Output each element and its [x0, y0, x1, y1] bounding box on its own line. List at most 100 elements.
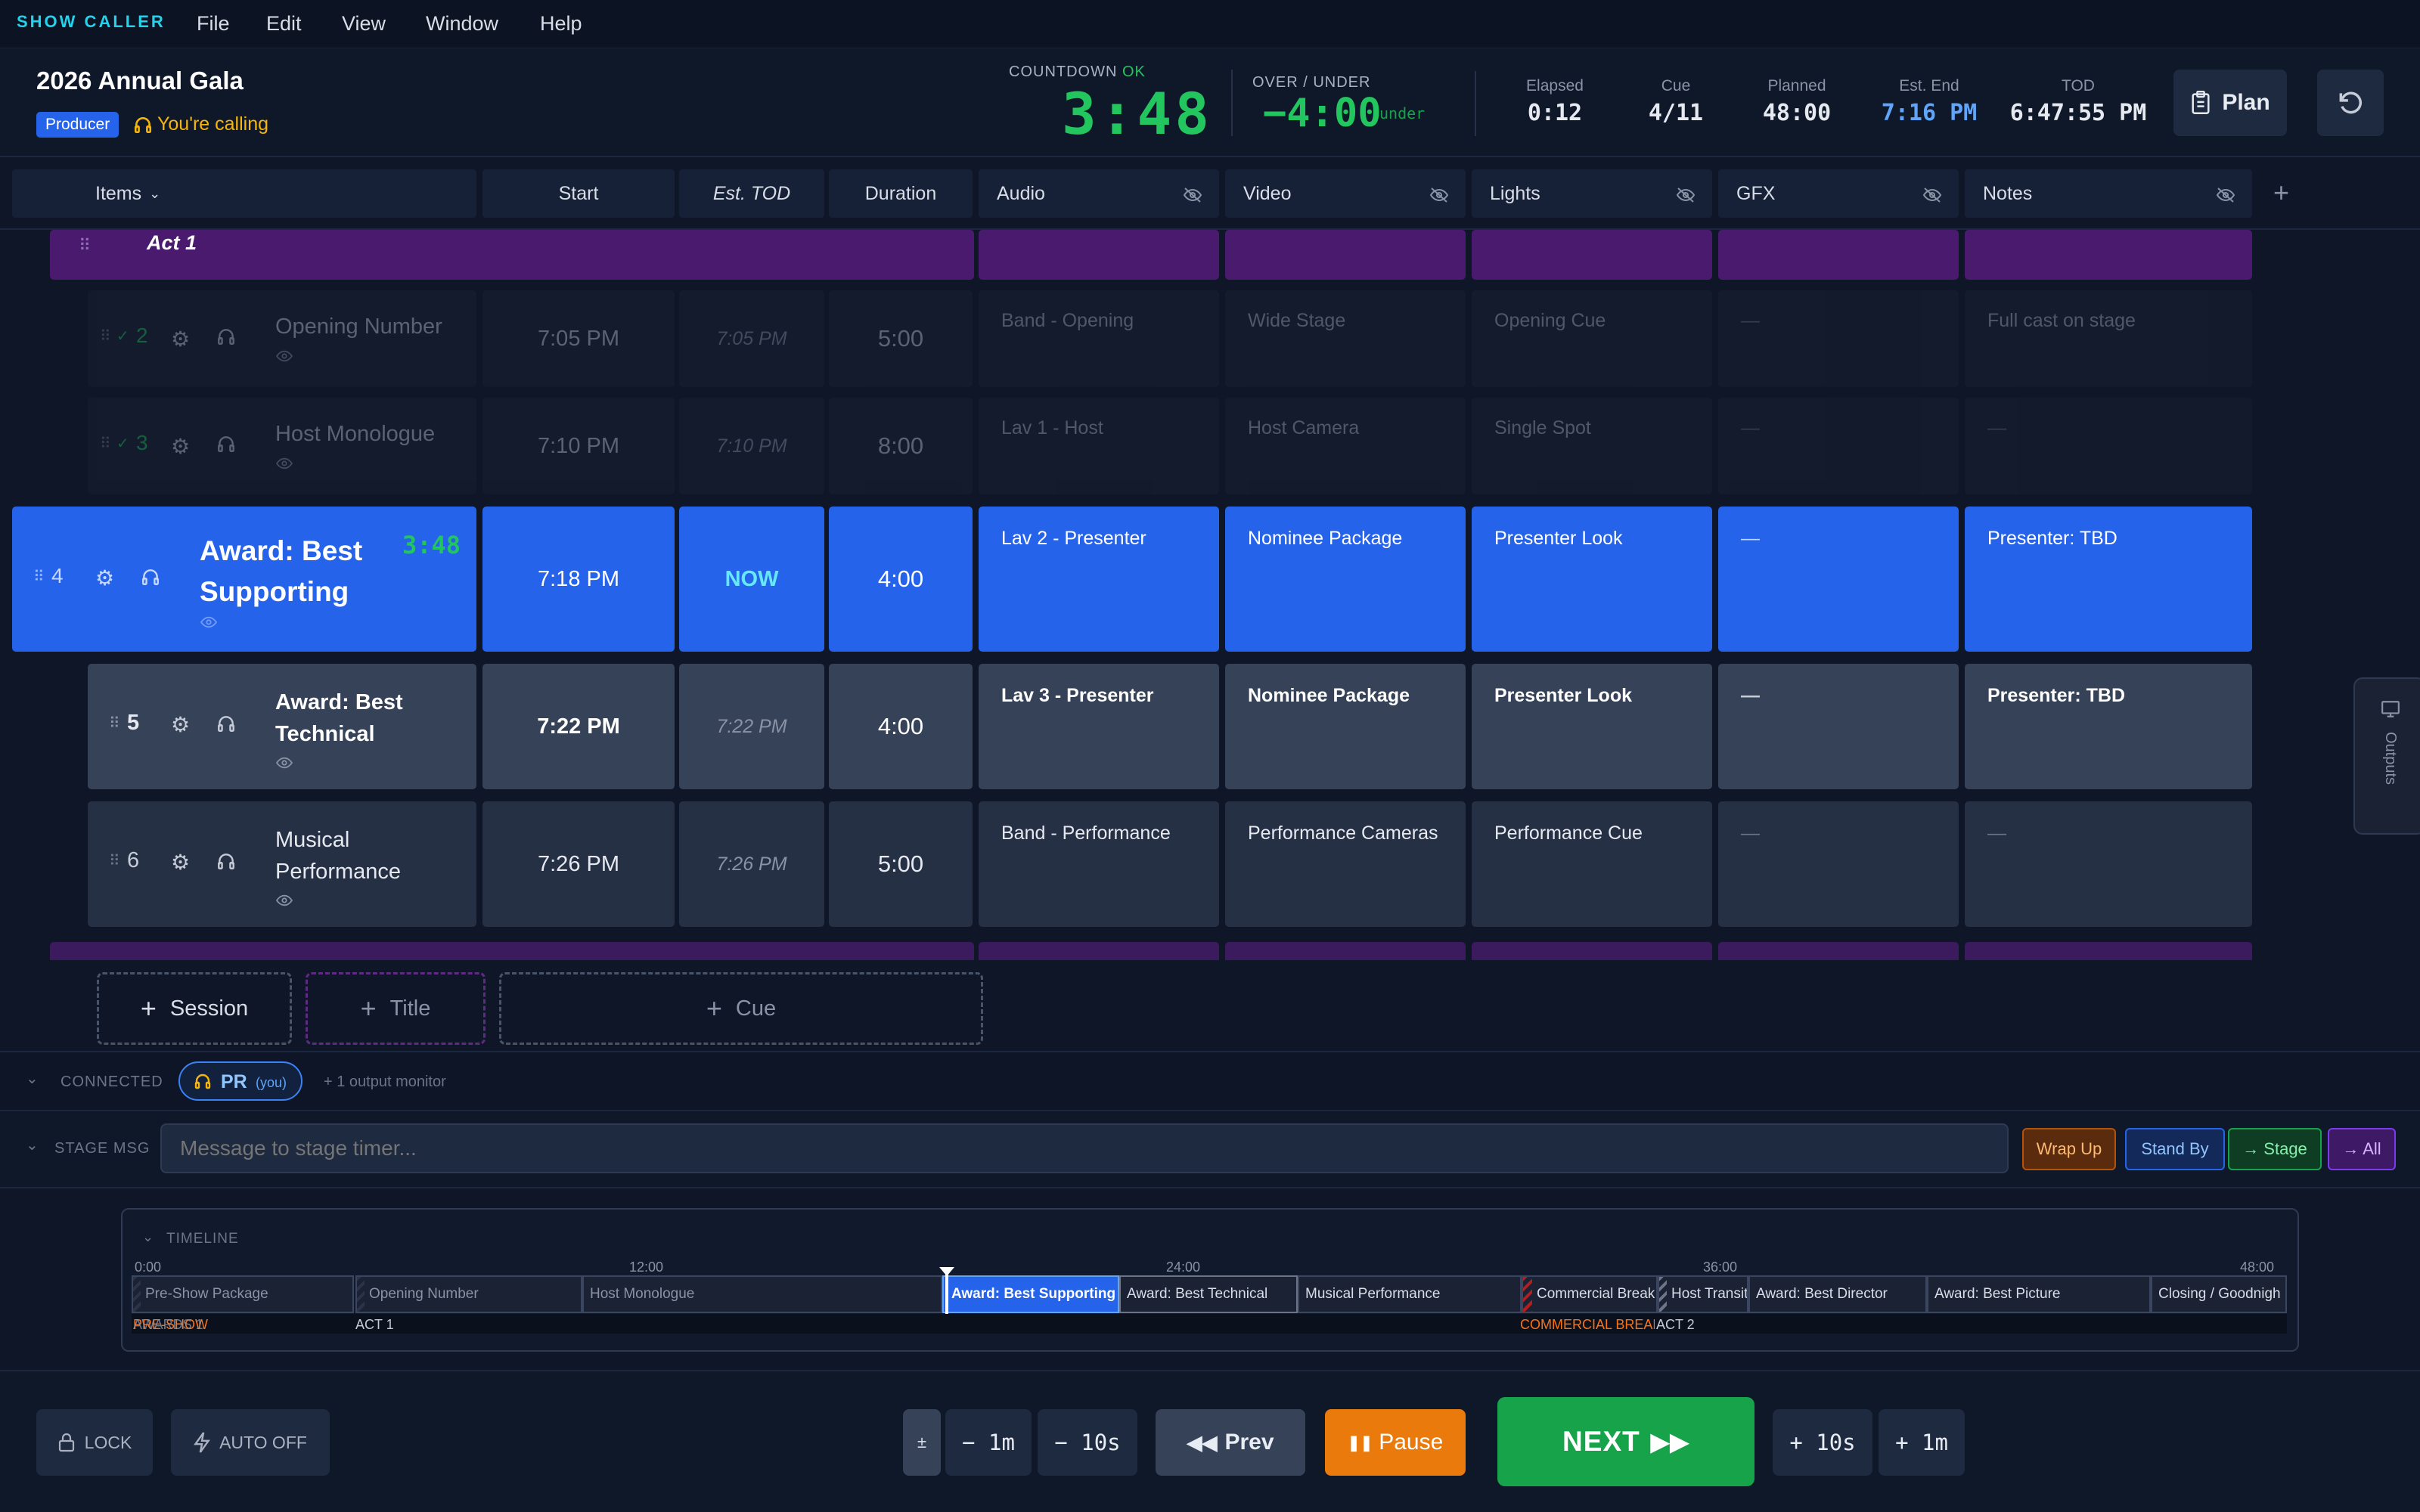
gfx-cell[interactable]: —	[1718, 290, 1959, 387]
stand-by-button[interactable]: Stand By	[2125, 1128, 2225, 1170]
add-cue-button[interactable]: + Cue	[499, 972, 983, 1045]
start-cell[interactable]: 7:26 PM	[482, 801, 675, 927]
lock-button[interactable]: LOCK	[36, 1409, 153, 1476]
start-cell[interactable]: 7:18 PM	[482, 507, 675, 652]
lights-cell[interactable]: Single Spot	[1472, 398, 1712, 494]
drag-handle-icon[interactable]: ⠿	[109, 853, 120, 869]
col-duration[interactable]: Duration	[829, 169, 973, 218]
eye-icon[interactable]	[275, 349, 295, 364]
prev-button[interactable]: ◀◀ Prev	[1156, 1409, 1305, 1476]
item-cell[interactable]	[88, 290, 476, 387]
send-stage-button[interactable]: → Stage	[2228, 1128, 2322, 1170]
start-cell[interactable]: 7:10 PM	[482, 398, 675, 494]
col-items[interactable]: Items ⌄	[12, 169, 476, 218]
headphones-icon[interactable]	[216, 714, 236, 733]
col-start[interactable]: Start	[482, 169, 675, 218]
headphones-icon[interactable]	[216, 434, 236, 454]
timeline-segment[interactable]: Host Monologue	[582, 1275, 942, 1313]
gfx-cell[interactable]: —	[1718, 507, 1959, 652]
col-lights[interactable]: Lights	[1472, 169, 1712, 218]
col-video[interactable]: Video	[1225, 169, 1466, 218]
col-est-tod[interactable]: Est. TOD	[679, 169, 824, 218]
gfx-cell[interactable]: —	[1718, 664, 1959, 789]
timeline-segment[interactable]: Award: Best Director	[1748, 1275, 1927, 1313]
pause-button[interactable]: ❚❚ Pause	[1325, 1409, 1466, 1476]
wrap-up-button[interactable]: Wrap Up	[2022, 1128, 2116, 1170]
section-row[interactable]	[50, 230, 974, 280]
item-cell[interactable]	[12, 507, 476, 652]
col-gfx[interactable]: GFX	[1718, 169, 1959, 218]
next-button[interactable]: NEXT ▶▶	[1497, 1397, 1754, 1486]
video-cell[interactable]: Nominee Package	[1225, 507, 1466, 652]
notes-cell[interactable]: —	[1965, 801, 2252, 927]
lights-cell[interactable]: Performance Cue	[1472, 801, 1712, 927]
menu-window[interactable]: Window	[426, 12, 499, 35]
drag-handle-icon[interactable]: ⠿	[109, 715, 120, 732]
lights-cell[interactable]: Opening Cue	[1472, 290, 1712, 387]
adjust-toggle[interactable]: ±	[903, 1409, 941, 1476]
item-cell[interactable]	[88, 664, 476, 789]
notes-cell[interactable]: Presenter: TBD	[1965, 507, 2252, 652]
plus-1m-button[interactable]: + 1m	[1879, 1409, 1965, 1476]
timeline-segment[interactable]: Closing / Goodnigh	[2151, 1275, 2287, 1313]
eye-icon[interactable]	[275, 894, 295, 909]
col-audio[interactable]: Audio	[979, 169, 1219, 218]
timeline-segment[interactable]: Commercial Break	[1522, 1275, 1658, 1313]
timeline-segment-live[interactable]: Award: Best Supporting	[942, 1275, 1119, 1313]
menu-file[interactable]: File	[197, 12, 230, 35]
eye-icon[interactable]	[275, 457, 295, 472]
chevron-down-icon[interactable]: ⌄	[142, 1229, 154, 1244]
user-pill[interactable]: PR (you)	[178, 1061, 302, 1101]
notes-cell[interactable]: Presenter: TBD	[1965, 664, 2252, 789]
gfx-cell[interactable]: —	[1718, 801, 1959, 927]
timeline-segment[interactable]: Opening Number	[355, 1275, 582, 1313]
eye-off-icon[interactable]	[1183, 186, 1202, 203]
playhead[interactable]	[945, 1269, 948, 1315]
video-cell[interactable]: Host Camera	[1225, 398, 1466, 494]
lights-cell[interactable]: Presenter Look	[1472, 664, 1712, 789]
video-cell[interactable]: Wide Stage	[1225, 290, 1466, 387]
drag-handle-icon[interactable]: ⠿	[100, 328, 111, 345]
headphones-icon[interactable]	[141, 567, 160, 587]
stage-msg-input[interactable]	[160, 1123, 2009, 1173]
headphones-icon[interactable]	[216, 327, 236, 346]
drag-handle-icon[interactable]: ⠿	[100, 435, 111, 452]
eye-off-icon[interactable]	[1676, 186, 1696, 203]
drag-handle-icon[interactable]: ⠿	[79, 236, 92, 255]
outputs-tab[interactable]: Outputs	[2353, 677, 2420, 835]
timeline-segment[interactable]: Musical Performance	[1298, 1275, 1522, 1313]
eye-icon[interactable]	[275, 756, 295, 771]
send-all-button[interactable]: → All	[2328, 1128, 2396, 1170]
settings-icon[interactable]: ⚙	[171, 327, 191, 351]
minus-1m-button[interactable]: − 1m	[945, 1409, 1032, 1476]
add-title-button[interactable]: + Title	[306, 972, 486, 1045]
menu-view[interactable]: View	[342, 12, 386, 35]
start-cell[interactable]: 7:05 PM	[482, 290, 675, 387]
duration-cell[interactable]: 4:00	[829, 664, 973, 789]
audio-cell[interactable]: Lav 2 - Presenter	[979, 507, 1219, 652]
notes-cell[interactable]: Full cast on stage	[1965, 290, 2252, 387]
audio-cell[interactable]: Lav 3 - Presenter	[979, 664, 1219, 789]
settings-icon[interactable]: ⚙	[171, 713, 191, 736]
chevron-down-icon[interactable]: ⌄	[26, 1070, 39, 1087]
col-notes[interactable]: Notes	[1965, 169, 2252, 218]
duration-cell[interactable]: 5:00	[829, 801, 973, 927]
drag-handle-icon[interactable]: ⠿	[33, 569, 45, 585]
eye-off-icon[interactable]	[1922, 186, 1942, 203]
timeline-segment[interactable]: Award: Best Picture	[1927, 1275, 2151, 1313]
minus-10s-button[interactable]: − 10s	[1038, 1409, 1137, 1476]
eye-off-icon[interactable]	[2216, 186, 2235, 203]
eye-icon[interactable]	[200, 615, 219, 631]
audio-cell[interactable]: Band - Performance	[979, 801, 1219, 927]
plan-button[interactable]: Plan	[2173, 70, 2287, 136]
settings-icon[interactable]: ⚙	[95, 566, 115, 590]
gfx-cell[interactable]: —	[1718, 398, 1959, 494]
chevron-down-icon[interactable]: ⌄	[26, 1137, 39, 1154]
duration-cell[interactable]: 8:00	[829, 398, 973, 494]
audio-cell[interactable]: Band - Opening	[979, 290, 1219, 387]
duration-cell[interactable]: 4:00	[829, 507, 973, 652]
video-cell[interactable]: Performance Cameras	[1225, 801, 1466, 927]
timeline-segment[interactable]: Pre-Show Package	[132, 1275, 354, 1313]
settings-icon[interactable]: ⚙	[171, 435, 191, 458]
audio-cell[interactable]: Lav 1 - Host	[979, 398, 1219, 494]
